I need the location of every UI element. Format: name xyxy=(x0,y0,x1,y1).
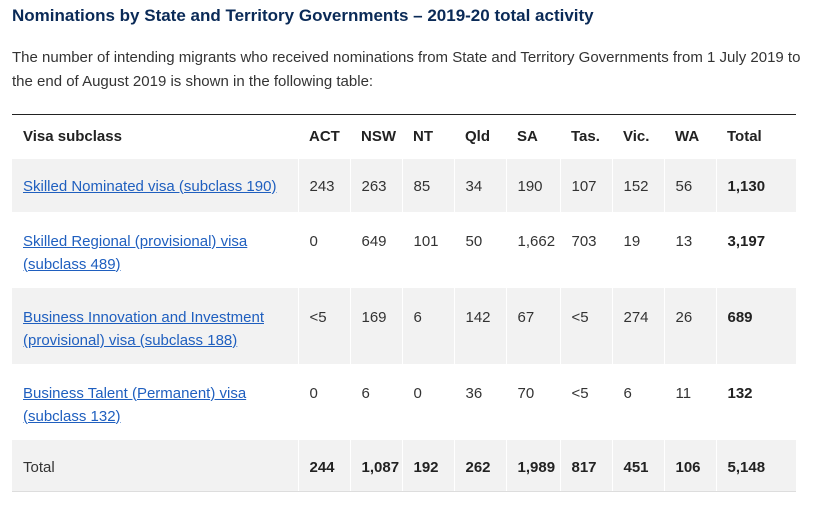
table-row: Skilled Regional (provisional) visa (sub… xyxy=(12,211,796,288)
table-cell-act: <5 xyxy=(297,287,350,364)
table-cell-tas: 107 xyxy=(559,158,612,212)
column-header-tas: Tas. xyxy=(571,128,600,146)
column-header-act: ACT xyxy=(309,128,340,146)
table-cell-sa: 67 xyxy=(505,287,560,364)
table-cell-wa: 26 xyxy=(663,287,716,364)
intro-paragraph: The number of intending migrants who rec… xyxy=(12,49,801,90)
table-cell-nsw: 263 xyxy=(349,158,402,212)
total-cell-nt: 192 xyxy=(401,439,454,492)
visa-link-subclass-188[interactable]: Business Innovation and Investment (prov… xyxy=(23,308,264,349)
table-cell-sa: 190 xyxy=(505,158,560,212)
total-cell-wa: 106 xyxy=(663,439,716,492)
table-cell-total: 1,130 xyxy=(715,158,796,212)
table-cell-tas: <5 xyxy=(559,287,612,364)
visa-link-subclass-489[interactable]: Skilled Regional (provisional) visa (sub… xyxy=(23,232,248,273)
table-cell-wa: 13 xyxy=(663,211,716,288)
table-cell-qld: 36 xyxy=(453,363,506,440)
table-cell-nsw: 6 xyxy=(349,363,402,440)
table-cell-vic: 274 xyxy=(611,287,664,364)
total-cell-nsw: 1,087 xyxy=(349,439,402,492)
table-cell-qld: 50 xyxy=(453,211,506,288)
total-row: Total 244 1,087 192 262 1,989 817 451 10… xyxy=(12,439,796,492)
visa-link-subclass-190[interactable]: Skilled Nominated visa (subclass 190) xyxy=(23,177,277,195)
table-cell-nt: 101 xyxy=(401,211,454,288)
table-cell-nsw: 169 xyxy=(349,287,402,364)
table-cell-act: 243 xyxy=(297,158,350,212)
table-cell-tas: 703 xyxy=(559,211,612,288)
total-cell-tas: 817 xyxy=(559,439,612,492)
nominations-table: Visa subclass ACT NSW NT Qld SA Tas. Vic… xyxy=(12,114,796,492)
table-cell-total: 689 xyxy=(715,287,796,364)
visa-cell: Business Innovation and Investment (prov… xyxy=(12,287,298,364)
total-cell-total: 5,148 xyxy=(715,439,796,492)
table-cell-vic: 6 xyxy=(611,363,664,440)
table-cell-total: 3,197 xyxy=(715,211,796,288)
table-cell-nsw: 649 xyxy=(349,211,402,288)
column-header-vic: Vic. xyxy=(623,128,650,146)
table-cell-nt: 0 xyxy=(401,363,454,440)
table-cell-qld: 142 xyxy=(453,287,506,364)
table-cell-nt: 6 xyxy=(401,287,454,364)
table-row: Business Talent (Permanent) visa (subcla… xyxy=(12,363,796,440)
table-cell-qld: 34 xyxy=(453,158,506,212)
visa-cell: Business Talent (Permanent) visa (subcla… xyxy=(12,364,298,440)
table-cell-act: 0 xyxy=(297,363,350,440)
table-cell-vic: 152 xyxy=(611,158,664,212)
total-label: Total xyxy=(12,439,298,492)
table-cell-vic: 19 xyxy=(611,211,664,288)
table-cell-wa: 11 xyxy=(663,363,716,440)
column-header-qld: Qld xyxy=(465,128,490,146)
column-header-wa: WA xyxy=(675,128,700,146)
total-cell-qld: 262 xyxy=(453,439,506,492)
visa-cell: Skilled Nominated visa (subclass 190) xyxy=(12,158,298,212)
total-cell-sa: 1,989 xyxy=(505,439,560,492)
column-header-nsw: NSW xyxy=(361,128,396,146)
table-row: Skilled Nominated visa (subclass 190) 24… xyxy=(12,158,796,212)
table-header-row: Visa subclass ACT NSW NT Qld SA Tas. Vic… xyxy=(12,114,796,159)
page-title: Nominations by State and Territory Gover… xyxy=(12,6,594,25)
table-row: Business Innovation and Investment (prov… xyxy=(12,287,796,364)
visa-cell: Skilled Regional (provisional) visa (sub… xyxy=(12,212,298,288)
table-cell-sa: 1,662 xyxy=(505,211,560,288)
total-cell-act: 244 xyxy=(297,439,350,492)
column-header-sa: SA xyxy=(517,128,538,146)
table-cell-total: 132 xyxy=(715,363,796,440)
table-cell-wa: 56 xyxy=(663,158,716,212)
column-header-nt: NT xyxy=(413,128,433,146)
total-cell-vic: 451 xyxy=(611,439,664,492)
table-cell-sa: 70 xyxy=(505,363,560,440)
table-cell-tas: <5 xyxy=(559,363,612,440)
table-cell-act: 0 xyxy=(297,211,350,288)
visa-link-subclass-132[interactable]: Business Talent (Permanent) visa (subcla… xyxy=(23,384,247,425)
table-cell-nt: 85 xyxy=(401,158,454,212)
column-header-visa-subclass: Visa subclass xyxy=(23,128,122,146)
column-header-total: Total xyxy=(727,128,762,146)
